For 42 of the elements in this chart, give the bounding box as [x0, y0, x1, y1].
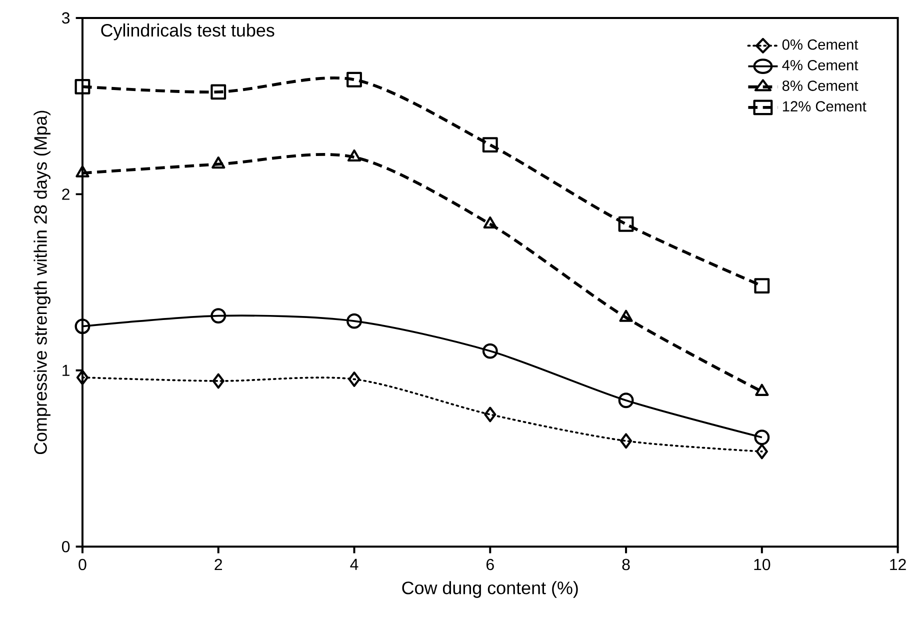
point: [754, 278, 770, 294]
legend-label: 8% Cement: [782, 80, 858, 91]
point: [482, 343, 498, 359]
legend-label: 4% Cement: [782, 60, 858, 70]
legend-label: 12% Cement: [782, 100, 866, 112]
point: [346, 313, 362, 329]
x-axis-title: Cow dung content (%): [402, 580, 578, 598]
point: [76, 370, 89, 385]
point: [483, 216, 497, 228]
y-tick-label: 2: [62, 188, 70, 200]
point: [755, 384, 769, 396]
point: [212, 373, 224, 388]
x-tick-label: 2: [214, 558, 222, 570]
point: [754, 429, 770, 445]
x-tick-label: 12: [890, 558, 906, 570]
point: [618, 216, 634, 232]
point: [212, 156, 226, 168]
y-tick-label: 0: [62, 540, 70, 552]
point: [348, 371, 360, 387]
x-tick-label: 0: [78, 558, 86, 570]
legend-label: 0% Cement: [782, 39, 858, 50]
point: [482, 136, 498, 152]
y-tick-label: 1: [62, 364, 70, 376]
point: [74, 318, 90, 334]
point: [210, 308, 226, 324]
y-tick-label: 3: [62, 12, 70, 24]
x-tick-label: 4: [350, 558, 358, 570]
chart-title: Cylindricals test tubes: [101, 23, 274, 40]
point: [210, 84, 226, 100]
point: [620, 432, 632, 448]
y-axis-title: Compressive strength within 28 days (Mpa): [34, 110, 50, 454]
point: [484, 406, 496, 422]
point: [619, 310, 633, 322]
x-tick-label: 10: [754, 558, 770, 570]
point: [76, 165, 90, 178]
point: [618, 392, 634, 408]
x-tick-label: 8: [622, 558, 630, 570]
point: [74, 78, 90, 94]
point: [347, 149, 362, 162]
point: [756, 444, 768, 459]
x-tick-label: 6: [486, 558, 494, 570]
point: [346, 72, 362, 88]
